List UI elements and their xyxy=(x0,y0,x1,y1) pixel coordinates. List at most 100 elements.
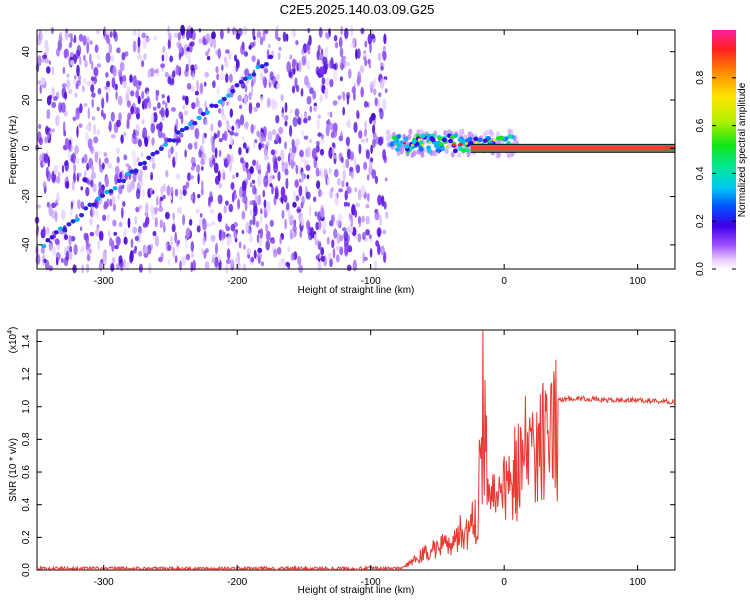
noise-speckle xyxy=(183,110,189,116)
noise-speckle xyxy=(337,95,342,100)
noise-speckle xyxy=(157,102,161,109)
noise-speckle xyxy=(64,48,69,58)
noise-speckle xyxy=(167,258,171,266)
noise-speckle xyxy=(274,186,279,193)
noise-speckle xyxy=(338,36,343,49)
x-tick-label: -200 xyxy=(227,577,247,588)
noise-speckle xyxy=(138,225,142,235)
noise-speckle xyxy=(341,180,345,188)
noise-speckle xyxy=(237,254,240,265)
noise-speckle xyxy=(201,133,205,145)
noise-speckle xyxy=(365,215,370,225)
noise-speckle xyxy=(178,51,182,61)
trace-point xyxy=(158,146,164,151)
noise-speckle xyxy=(258,164,262,176)
noise-speckle xyxy=(189,41,195,47)
noise-speckle xyxy=(382,98,387,111)
noise-speckle xyxy=(351,86,356,94)
noise-speckle xyxy=(188,55,191,67)
noise-speckle xyxy=(40,77,46,85)
noise-speckle xyxy=(226,236,230,247)
cluster-halo xyxy=(458,128,463,135)
noise-speckle xyxy=(197,172,200,185)
noise-speckle xyxy=(229,108,233,118)
noise-speckle xyxy=(135,90,140,99)
noise-speckle xyxy=(291,85,296,94)
cluster-point xyxy=(478,137,483,142)
noise-speckle xyxy=(198,149,202,158)
cluster-halo xyxy=(412,150,417,157)
noise-speckle xyxy=(225,101,230,106)
noise-speckle xyxy=(120,134,124,144)
noise-speckle xyxy=(137,138,142,148)
noise-speckle xyxy=(342,227,347,232)
noise-speckle xyxy=(344,190,348,201)
noise-speckle xyxy=(355,48,358,60)
noise-speckle xyxy=(83,103,88,107)
trace-point xyxy=(247,75,253,80)
noise-speckle xyxy=(271,185,274,195)
noise-speckle xyxy=(332,100,338,106)
noise-speckle xyxy=(140,152,144,158)
noise-speckle xyxy=(80,201,85,210)
noise-speckle xyxy=(86,254,91,262)
noise-speckle xyxy=(211,31,216,40)
noise-speckle xyxy=(43,258,47,263)
noise-speckle xyxy=(76,44,82,57)
noise-speckle xyxy=(162,46,166,53)
noise-speckle xyxy=(251,55,256,63)
noise-speckle xyxy=(365,149,370,160)
noise-speckle xyxy=(336,232,341,245)
noise-speckle xyxy=(103,204,106,210)
noise-speckle xyxy=(335,254,340,263)
noise-speckle xyxy=(301,55,306,66)
noise-speckle xyxy=(309,87,314,95)
noise-speckle xyxy=(370,157,374,163)
noise-speckle xyxy=(46,226,50,235)
noise-speckle xyxy=(158,206,164,213)
noise-speckle xyxy=(317,44,321,52)
flat-line-core xyxy=(470,146,675,151)
noise-speckle xyxy=(353,121,358,133)
snr-frame xyxy=(36,329,676,571)
noise-speckle xyxy=(379,214,383,226)
x-tick-label: -100 xyxy=(361,577,381,588)
noise-speckle xyxy=(98,261,103,272)
noise-speckle xyxy=(322,56,328,65)
noise-speckle xyxy=(315,167,320,177)
noise-speckle xyxy=(315,221,320,231)
noise-speckle xyxy=(109,198,113,207)
noise-speckle xyxy=(141,119,145,125)
noise-speckle xyxy=(220,28,224,40)
noise-speckle xyxy=(122,201,126,207)
noise-speckle xyxy=(287,246,290,253)
noise-speckle xyxy=(303,117,308,124)
noise-speckle xyxy=(63,130,67,137)
y-tick-label: 0.8 xyxy=(21,432,32,446)
noise-speckle xyxy=(291,145,297,154)
noise-speckle xyxy=(213,162,219,174)
noise-speckle xyxy=(309,105,313,113)
noise-speckle xyxy=(197,100,201,108)
noise-speckle xyxy=(318,54,324,61)
noise-speckle xyxy=(228,161,233,172)
noise-speckle xyxy=(154,69,159,74)
noise-speckle xyxy=(218,108,222,114)
noise-speckle xyxy=(98,181,102,189)
noise-speckle xyxy=(342,169,346,182)
noise-speckle xyxy=(91,207,95,219)
noise-speckle xyxy=(300,215,304,227)
noise-speckle xyxy=(196,164,201,173)
noise-speckle xyxy=(113,231,118,236)
noise-speckle xyxy=(106,213,110,221)
noise-speckle xyxy=(83,54,86,62)
cluster-peak xyxy=(403,141,407,145)
noise-speckle xyxy=(340,59,343,71)
noise-speckle xyxy=(172,212,175,221)
noise-speckle xyxy=(212,80,216,89)
noise-speckle xyxy=(98,157,102,168)
noise-speckle xyxy=(98,230,104,241)
noise-speckle xyxy=(338,188,344,193)
noise-speckle xyxy=(142,54,147,60)
noise-speckle xyxy=(263,175,269,188)
